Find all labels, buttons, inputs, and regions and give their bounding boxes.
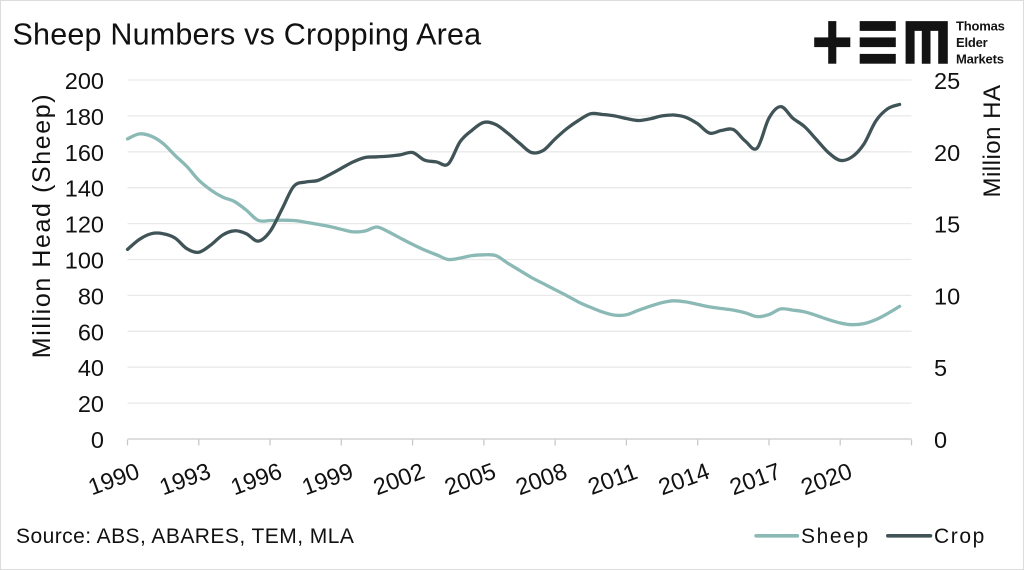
svg-text:20: 20: [934, 140, 960, 166]
svg-text:Million HA: Million HA: [979, 84, 1006, 197]
svg-text:20: 20: [78, 391, 104, 417]
svg-text:80: 80: [78, 283, 104, 309]
svg-text:Thomas: Thomas: [956, 18, 1005, 33]
svg-text:160: 160: [65, 140, 104, 166]
svg-text:15: 15: [934, 212, 960, 238]
svg-text:140: 140: [65, 176, 104, 202]
svg-text:180: 180: [65, 104, 104, 130]
svg-text:Sheep: Sheep: [801, 525, 870, 548]
svg-text:Markets: Markets: [956, 52, 1004, 67]
svg-text:Elder: Elder: [956, 35, 988, 50]
svg-text:10: 10: [934, 283, 960, 309]
svg-text:100: 100: [65, 248, 104, 274]
svg-text:Sheep Numbers vs Cropping Area: Sheep Numbers vs Cropping Area: [13, 17, 482, 51]
svg-text:Million Head (Sheep): Million Head (Sheep): [28, 93, 56, 358]
svg-text:60: 60: [78, 319, 104, 345]
svg-text:5: 5: [934, 355, 947, 381]
svg-text:Crop: Crop: [934, 525, 986, 548]
svg-text:25: 25: [934, 68, 960, 94]
svg-text:200: 200: [65, 68, 104, 94]
svg-text:0: 0: [91, 427, 104, 453]
svg-text:Source: ABS, ABARES, TEM, MLA: Source: ABS, ABARES, TEM, MLA: [16, 525, 354, 548]
svg-text:40: 40: [78, 355, 104, 381]
svg-text:120: 120: [65, 212, 104, 238]
svg-text:0: 0: [934, 427, 947, 453]
